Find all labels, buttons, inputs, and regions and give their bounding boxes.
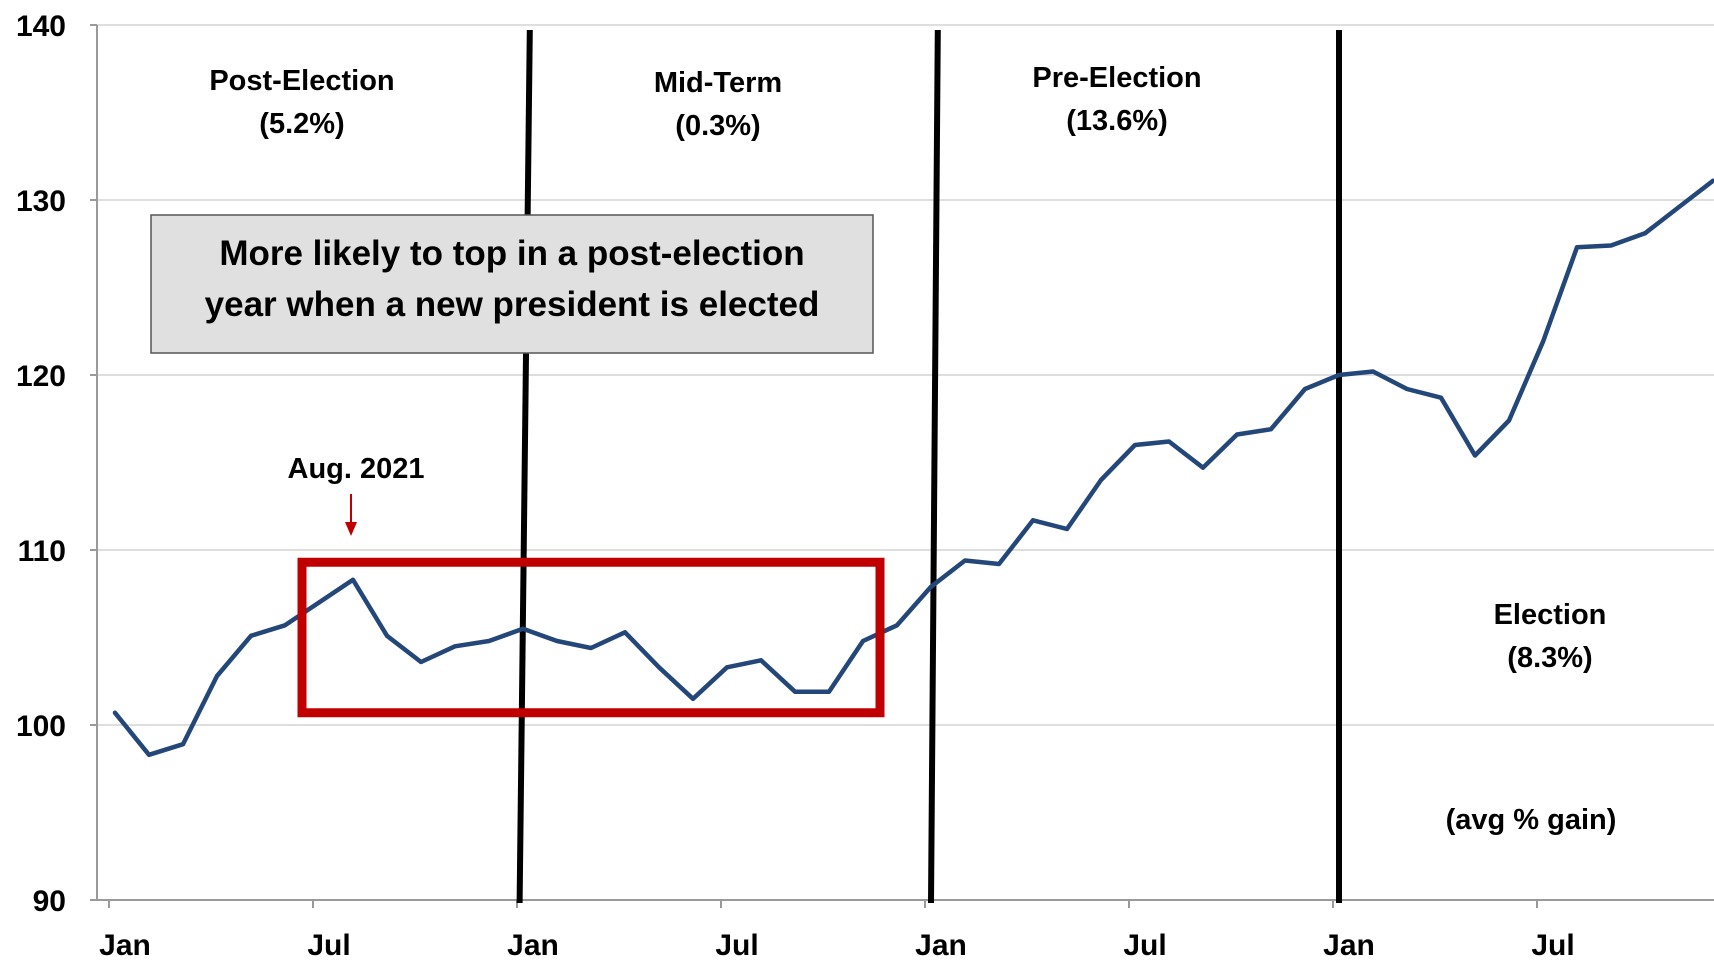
- series-point: [997, 562, 1001, 566]
- series-point: [691, 696, 695, 701]
- series-point: [589, 646, 593, 650]
- series-point: [555, 639, 559, 643]
- y-tick-label: 90: [33, 885, 66, 918]
- series-point: [1677, 205, 1681, 209]
- series-point: [1031, 518, 1035, 523]
- y-tick-label: 100: [16, 710, 66, 743]
- series-point: [1575, 245, 1579, 250]
- avg-gain-note: (avg % gain): [1446, 804, 1617, 836]
- series-point: [759, 658, 763, 663]
- series-point: [827, 689, 831, 694]
- series-point: [1541, 339, 1545, 344]
- region-election-gain: (8.3%): [1507, 642, 1592, 674]
- region-pre-election-gain: (13.6%): [1066, 105, 1168, 137]
- series-point: [929, 584, 933, 589]
- y-tick-label: 130: [16, 185, 66, 218]
- series-point: [1303, 387, 1307, 391]
- series-point: [725, 665, 729, 670]
- series-point: [317, 600, 321, 605]
- series-point: [283, 623, 287, 628]
- series-point: [181, 742, 185, 747]
- x-tick-label: Jul: [307, 929, 350, 960]
- x-tick-label: Jul: [715, 929, 758, 960]
- y-tick-label: 120: [16, 360, 66, 393]
- x-tick-label: Jan: [99, 929, 151, 960]
- x-tick-label: Jul: [1531, 929, 1574, 960]
- series-point: [793, 689, 797, 694]
- region-post-election-name: Post-Election: [209, 65, 394, 97]
- y-tick-label: 110: [18, 535, 66, 568]
- series-point: [1201, 465, 1205, 470]
- series-point: [1167, 439, 1171, 444]
- series-point: [1643, 231, 1647, 236]
- series-point: [1609, 243, 1613, 248]
- series-layer: [112, 178, 1714, 758]
- x-tick-label: Jan: [1323, 929, 1375, 960]
- series-point: [1235, 432, 1239, 437]
- series-point: [1065, 527, 1069, 531]
- cycle-divider: [516, 29, 533, 904]
- x-tick-labels: Jan Jul Jan Jul Jan Jul Jan Jul: [99, 900, 1575, 960]
- y-tick-label: 140: [16, 10, 66, 43]
- series-point: [385, 633, 389, 638]
- callout-background: [150, 214, 874, 354]
- highlight-layer: [297, 557, 885, 718]
- series-point: [215, 674, 219, 678]
- x-tick-label: Jan: [915, 929, 967, 960]
- series-point: [1405, 387, 1409, 391]
- axes: [96, 25, 1714, 901]
- y-tick-labels: 90 100 110 120 130 140: [16, 10, 66, 918]
- marker-arrow-head: [345, 522, 357, 536]
- series-point: [1133, 443, 1137, 447]
- series-point: [1371, 369, 1375, 374]
- series-point: [351, 577, 355, 582]
- series-point: [963, 558, 967, 563]
- callout-box: More likely to top in a post-election ye…: [150, 214, 874, 354]
- series-point: [1099, 478, 1103, 482]
- region-labels: Post-Election (5.2%) Mid-Term (0.3%) Pre…: [209, 62, 1606, 674]
- x-tick-label: Jan: [507, 929, 559, 960]
- callout-line-2: year when a new president is elected: [205, 285, 820, 324]
- region-mid-term-gain: (0.3%): [675, 110, 760, 142]
- series-line: [112, 178, 1714, 758]
- callout-line-1: More likely to top in a post-election: [219, 234, 804, 273]
- series-point: [1711, 178, 1714, 183]
- series-point: [1473, 453, 1477, 458]
- series-point: [861, 639, 865, 643]
- series-point: [453, 644, 457, 649]
- series-point: [521, 626, 525, 631]
- region-election-name: Election: [1494, 599, 1607, 631]
- region-post-election-gain: (5.2%): [259, 108, 344, 140]
- region-pre-election-name: Pre-Election: [1032, 62, 1201, 94]
- x-tick-label: Jul: [1123, 929, 1166, 960]
- cycle-divider: [928, 29, 941, 904]
- marker-annotation-label: Aug. 2021: [288, 453, 425, 485]
- series-point: [113, 710, 117, 715]
- series-point: [1439, 395, 1443, 400]
- series-point: [487, 639, 491, 643]
- series-point: [895, 623, 899, 628]
- gridlines: [90, 24, 1714, 901]
- series-point: [1337, 373, 1341, 377]
- series-point: [249, 633, 253, 638]
- annotations: Aug. 2021 (avg % gain): [288, 453, 1617, 836]
- series-point: [1269, 427, 1273, 432]
- cycle-dividers: [516, 29, 1342, 904]
- series-point: [147, 752, 151, 757]
- highlight-box: [297, 557, 885, 718]
- region-mid-term-name: Mid-Term: [654, 67, 782, 99]
- series-point: [657, 665, 661, 670]
- series-point: [419, 660, 423, 664]
- series-point: [1507, 418, 1511, 423]
- series-point: [623, 630, 627, 635]
